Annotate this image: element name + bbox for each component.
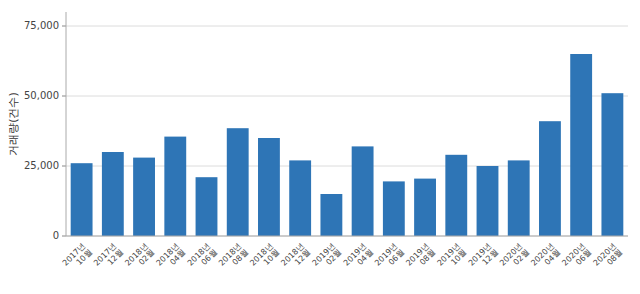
bar <box>539 121 561 236</box>
tick-label-line: 06월 <box>387 248 406 267</box>
x-tick-label-group: 2020년04월 <box>529 241 562 274</box>
tick-label: 25,000 <box>24 160 59 171</box>
bar <box>71 163 93 236</box>
tick-label: 50,000 <box>24 90 59 101</box>
tick-label-line: 12월 <box>106 248 125 267</box>
tick-label-line: 12월 <box>293 248 312 267</box>
grid-line <box>66 96 628 97</box>
y-axis-label: 거래량(건수) <box>7 92 20 156</box>
bar <box>164 137 186 236</box>
bar <box>414 179 436 236</box>
x-tick-label-group: 2018년06월 <box>186 241 219 274</box>
grid-line <box>66 236 628 237</box>
tick-mark <box>62 96 66 97</box>
tick-label-line: 02월 <box>512 248 531 267</box>
x-tick-label-group: 2020년06월 <box>560 241 593 274</box>
tick-mark <box>62 236 66 237</box>
tick-label: 2019년04월 <box>342 241 375 274</box>
tick-label: 2020년08월 <box>592 241 625 274</box>
x-tick-label-group: 2017년12월 <box>92 241 125 274</box>
tick-label: 2019년12월 <box>467 241 500 274</box>
tick-label: 2018년12월 <box>279 241 312 274</box>
tick-label-line: 10월 <box>262 248 281 267</box>
x-tick-label-group: 2018년10월 <box>248 241 281 274</box>
tick-label: 2018년06월 <box>186 241 219 274</box>
x-axis-line <box>66 236 628 237</box>
bar <box>508 160 530 236</box>
x-ticks: 2017년10월2017년12월2018년02월2018년04월2018년06월… <box>61 241 625 274</box>
bar <box>352 146 374 236</box>
tick-label-line: 02월 <box>324 248 343 267</box>
tick-label-line: 08월 <box>231 248 250 267</box>
tick-label-line: 08월 <box>418 248 437 267</box>
tick-label: 75,000 <box>24 20 59 31</box>
x-tick-label-group: 2018년08월 <box>217 241 250 274</box>
tick-label: 2020년06월 <box>560 241 593 274</box>
x-tick-label-group: 2019년02월 <box>311 241 344 274</box>
grid <box>66 26 628 236</box>
tick-label: 2018년04월 <box>155 241 188 274</box>
tick-label-line: 06월 <box>574 248 593 267</box>
y-axis-line <box>66 12 67 236</box>
x-tick-label-group: 2017년10월 <box>61 241 94 274</box>
tick-mark <box>62 166 66 167</box>
x-tick-label-group: 2018년12월 <box>279 241 312 274</box>
x-tick-label-group: 2019년06월 <box>373 241 406 274</box>
x-tick-label-group: 2019년10월 <box>436 241 469 274</box>
x-tick-label-group: 2020년02월 <box>498 241 531 274</box>
tick-label: 2020년02월 <box>498 241 531 274</box>
bar <box>445 155 467 236</box>
tick-label: 2018년02월 <box>123 241 156 274</box>
chart-svg: 025,00050,00075,0002017년10월2017년12월2018년… <box>0 0 640 294</box>
tick-label-line: 08월 <box>605 248 624 267</box>
tick-label: 0 <box>53 230 59 241</box>
tick-label-line: 06월 <box>199 248 218 267</box>
tick-mark <box>62 26 66 27</box>
tick-label-line: 10월 <box>75 248 94 267</box>
bar <box>477 166 499 236</box>
bar <box>289 160 311 236</box>
x-tick-label-group: 2019년08월 <box>404 241 437 274</box>
tick-label: 2018년08월 <box>217 241 250 274</box>
tick-label: 2019년02월 <box>311 241 344 274</box>
tick-label: 2017년10월 <box>61 241 94 274</box>
tick-label: 2017년12월 <box>92 241 125 274</box>
bar <box>102 152 124 236</box>
x-tick-label-group: 2018년04월 <box>155 241 188 274</box>
x-tick-label-group: 2018년02월 <box>123 241 156 274</box>
tick-label-line: 04월 <box>168 248 187 267</box>
x-tick-label-group: 2020년08월 <box>592 241 625 274</box>
bar <box>227 128 249 236</box>
bar <box>601 93 623 236</box>
tick-label-line: 04월 <box>543 248 562 267</box>
bar <box>133 158 155 236</box>
tick-label: 2019년10월 <box>436 241 469 274</box>
tick-label: 2019년06월 <box>373 241 406 274</box>
tick-label-line: 10월 <box>449 248 468 267</box>
bar <box>196 177 218 236</box>
x-tick-label-group: 2019년12월 <box>467 241 500 274</box>
bars <box>71 54 624 236</box>
y-ticks: 0 25,000 50,000 75,000 <box>24 20 66 241</box>
bar <box>383 181 405 236</box>
tick-label-line: 04월 <box>356 248 375 267</box>
bar <box>320 194 342 236</box>
bar <box>570 54 592 236</box>
tick-label: 2019년08월 <box>404 241 437 274</box>
grid-line <box>66 26 628 27</box>
tick-label: 2020년04월 <box>529 241 562 274</box>
x-tick-label-group: 2019년04월 <box>342 241 375 274</box>
tick-label-line: 02월 <box>137 248 156 267</box>
tick-label: 2018년10월 <box>248 241 281 274</box>
tick-label-line: 12월 <box>480 248 499 267</box>
chart-container: 025,00050,00075,0002017년10월2017년12월2018년… <box>0 0 640 294</box>
bar <box>258 138 280 236</box>
